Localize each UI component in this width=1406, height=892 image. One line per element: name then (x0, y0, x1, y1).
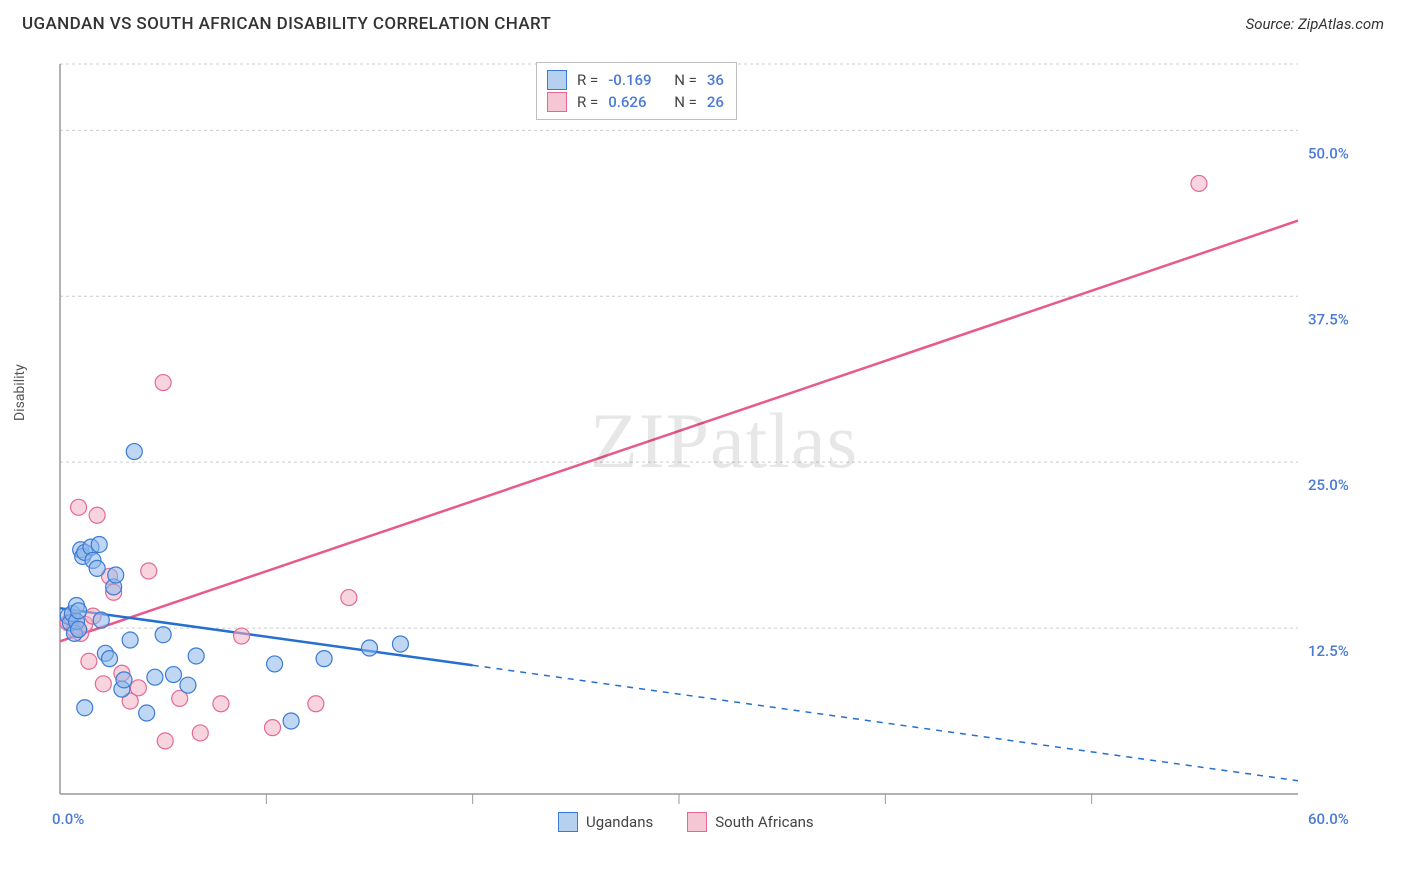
legend-row-south-africans: R = 0.626 N = 26 (547, 91, 724, 113)
svg-text:25.0%: 25.0% (1308, 476, 1349, 494)
swatch-pink-icon (547, 92, 567, 112)
series-legend-item: South Africans (687, 812, 813, 832)
legend-R-label: R = (577, 91, 598, 113)
legend-R-value-sa: 0.626 (608, 91, 664, 113)
chart-title: UGANDAN VS SOUTH AFRICAN DISABILITY CORR… (22, 14, 551, 34)
legend-N-value-sa: 26 (707, 91, 724, 113)
svg-text:0.0%: 0.0% (52, 810, 84, 828)
svg-text:60.0%: 60.0% (1308, 810, 1349, 828)
series-legend: Ugandans South Africans (558, 812, 814, 832)
chart-header: UGANDAN VS SOUTH AFRICAN DISABILITY CORR… (0, 0, 1406, 40)
correlation-legend: R = -0.169 N = 36 R = 0.626 N = 26 (536, 62, 737, 120)
svg-text:37.5%: 37.5% (1308, 310, 1349, 328)
svg-text:50.0%: 50.0% (1308, 144, 1349, 162)
legend-R-label: R = (577, 69, 598, 91)
legend-R-value-ugandans: -0.169 (608, 69, 664, 91)
y-axis-title: Disability (12, 364, 28, 421)
series-label-ugandans: Ugandans (586, 813, 653, 831)
legend-N-label: N = (674, 91, 697, 113)
legend-N-label: N = (674, 69, 697, 91)
swatch-blue-icon (547, 70, 567, 90)
legend-N-value-ugandans: 36 (707, 69, 724, 91)
swatch-pink-icon (687, 812, 707, 832)
series-label-south-africans: South Africans (715, 813, 813, 831)
svg-text:12.5%: 12.5% (1308, 642, 1349, 660)
source-label: Source: ZipAtlas.com (1246, 15, 1384, 33)
legend-row-ugandans: R = -0.169 N = 36 (547, 69, 724, 91)
swatch-blue-icon (558, 812, 578, 832)
series-legend-item: Ugandans (558, 812, 653, 832)
scatter-plot: 12.5% 25.0% 37.5% 50.0% 0.0% 60.0% R = -0.169… (50, 56, 1370, 836)
